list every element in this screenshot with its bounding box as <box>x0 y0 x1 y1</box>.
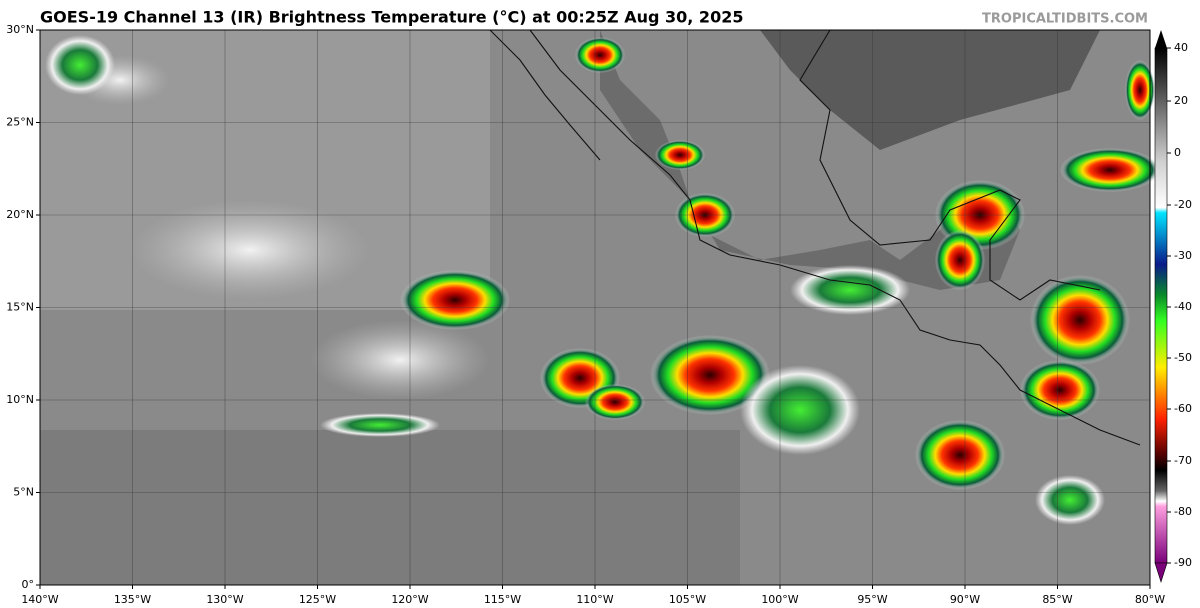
longitude-label: 130°W <box>206 593 243 606</box>
longitude-label: 115°W <box>484 593 521 606</box>
colorbar-label: -90 <box>1174 556 1192 569</box>
colorbar <box>1154 30 1168 583</box>
longitude-label: 100°W <box>761 593 798 606</box>
latitude-label: 10°N <box>6 393 34 406</box>
colorbar-label: -60 <box>1174 402 1192 415</box>
longitude-label: 105°W <box>669 593 706 606</box>
longitude-label: 125°W <box>299 593 336 606</box>
colorbar-label: 0 <box>1174 146 1181 159</box>
longitude-label: 85°W <box>1042 593 1072 606</box>
longitude-label: 80°W <box>1135 593 1165 606</box>
latitude-label: 5°N <box>13 486 34 499</box>
longitude-label: 140°W <box>21 593 58 606</box>
longitude-label: 110°W <box>576 593 613 606</box>
watermark: TROPICALTIDBITS.COM <box>982 12 1148 27</box>
colorbar-label: -40 <box>1174 300 1192 313</box>
colorbar-label: -80 <box>1174 505 1192 518</box>
map-title: GOES-19 Channel 13 (IR) Brightness Tempe… <box>40 8 743 27</box>
colorbar-label: -30 <box>1174 249 1192 262</box>
colorbar-label: -20 <box>1174 198 1192 211</box>
colorbar-label: -50 <box>1174 351 1192 364</box>
longitude-label: 95°W <box>857 593 887 606</box>
longitude-label: 90°W <box>950 593 980 606</box>
map-frame <box>39 29 1151 586</box>
longitude-label: 135°W <box>114 593 151 606</box>
latitude-label: 25°N <box>6 116 34 129</box>
graticule <box>36 29 1151 589</box>
colorbar-label: -70 <box>1174 454 1192 467</box>
colorbar-label: 20 <box>1174 94 1188 107</box>
latitude-label: 30°N <box>6 23 34 36</box>
latitude-label: 0° <box>22 578 35 591</box>
latitude-label: 15°N <box>6 301 34 314</box>
longitude-label: 120°W <box>391 593 428 606</box>
colorbar-label: 40 <box>1174 41 1188 54</box>
latitude-label: 20°N <box>6 208 34 221</box>
